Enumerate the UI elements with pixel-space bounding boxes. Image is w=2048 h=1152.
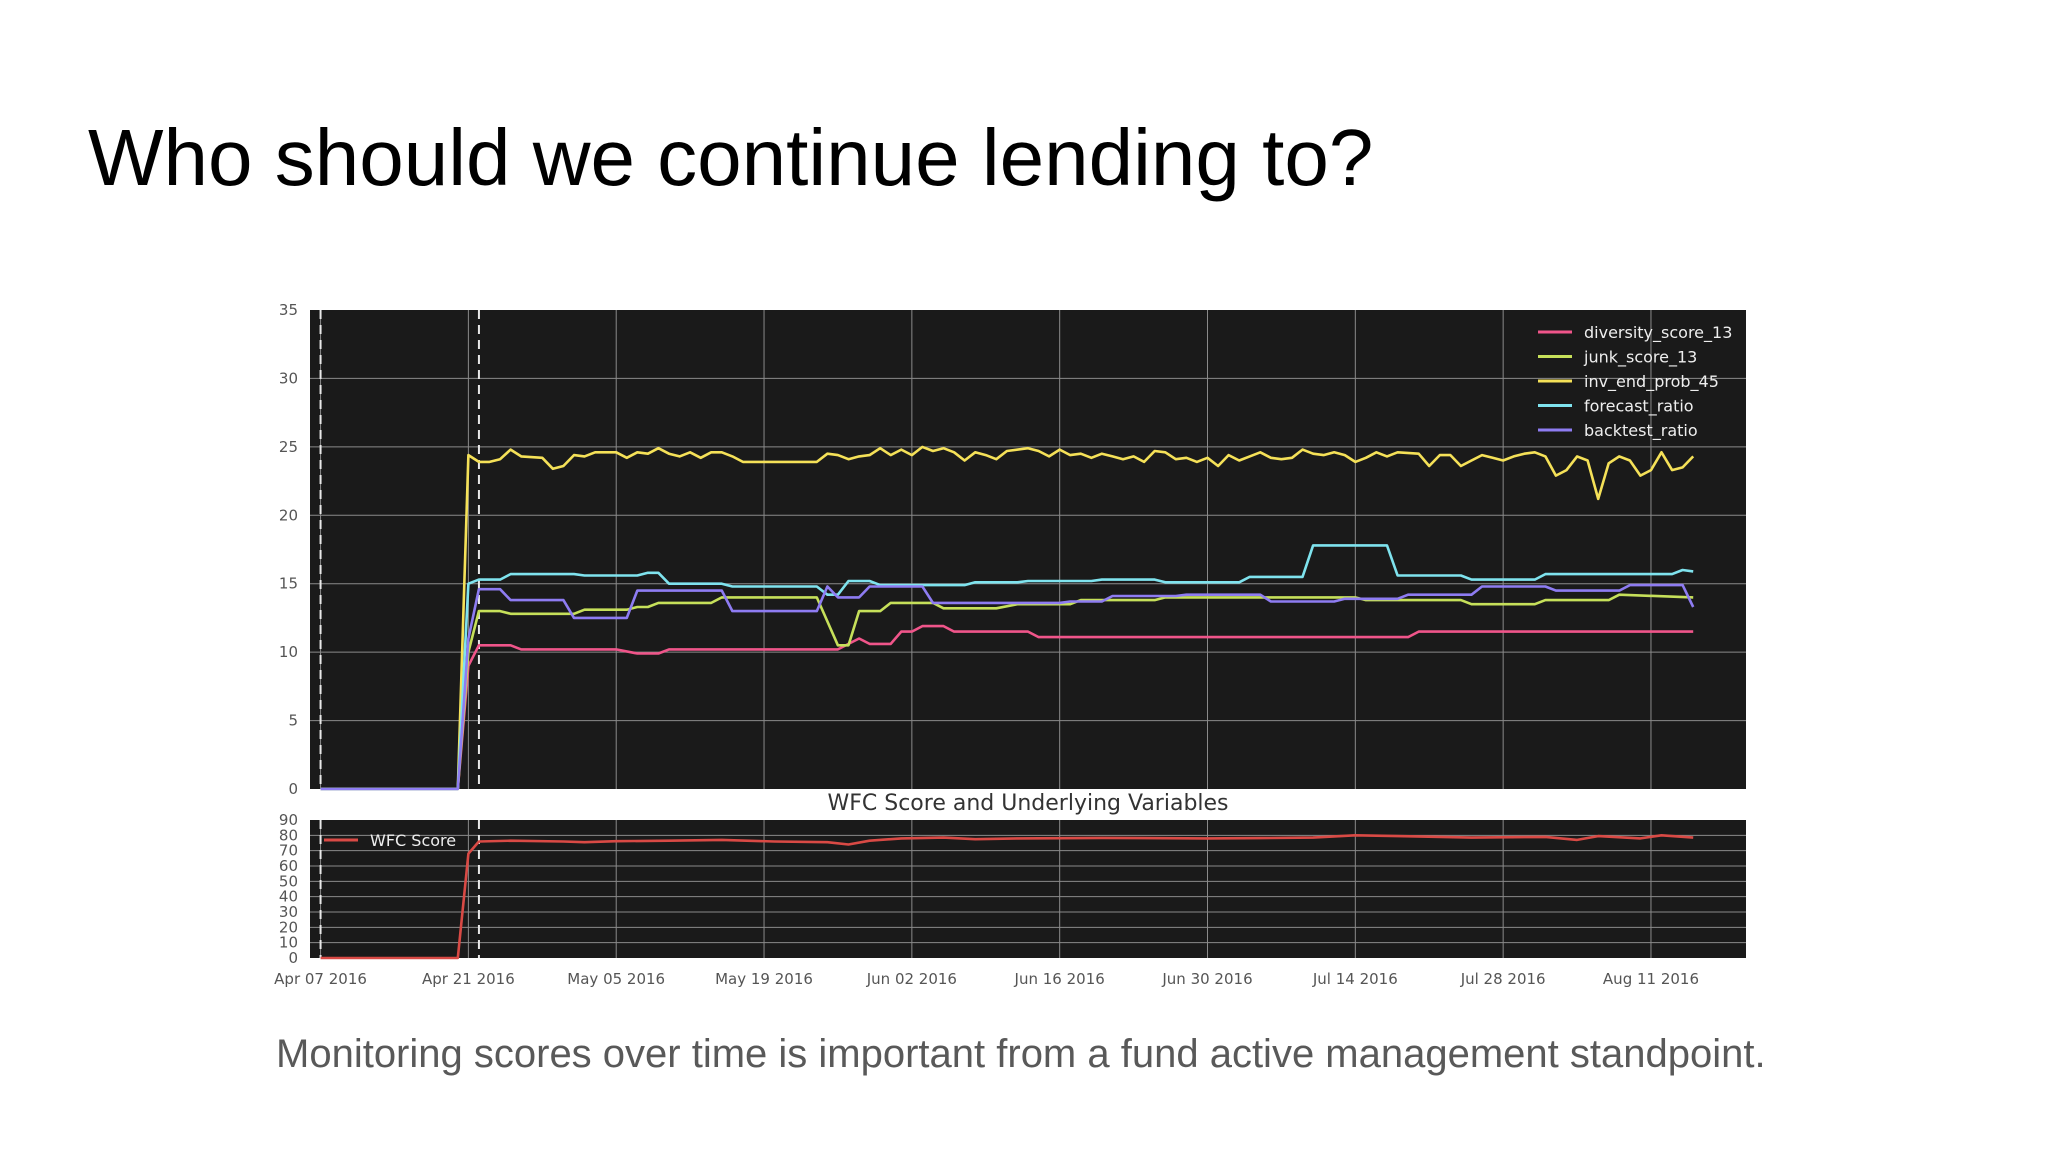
wfc-y-tick-label: 10 — [279, 934, 298, 952]
main-y-tick-label: 25 — [279, 438, 298, 456]
wfc-y-tick-label: 70 — [279, 842, 298, 860]
slide-caption: Monitoring scores over time is important… — [276, 1032, 1766, 1076]
x-tick-label: Jul 28 2016 — [1460, 970, 1546, 988]
main-y-tick-label: 30 — [279, 369, 298, 387]
wfc-y-tick-label: 60 — [279, 857, 298, 875]
series-line-inv-end-prob-45 — [320, 445, 1695, 791]
main-chart: 0 5 10 15 20 25 30 35 diversity_score_13 junk_sco… — [279, 301, 1746, 798]
wfc-plot-area — [310, 820, 1746, 958]
main-y-tick-label: 20 — [279, 506, 298, 524]
main-y-tick-label: 5 — [288, 712, 298, 730]
wfc-y-tick-label: 0 — [288, 949, 298, 967]
x-tick-label: Jun 16 2016 — [1014, 970, 1105, 988]
legend-entry: forecast_ratio — [1584, 397, 1694, 417]
wfc-y-tick-label: 50 — [279, 872, 298, 890]
x-axis-tick-labels: Apr 07 2016 Apr 21 2016 May 05 2016 May 19 … — [274, 970, 1699, 988]
legend-entry: diversity_score_13 — [1584, 323, 1732, 343]
legend-entry: backtest_ratio — [1584, 421, 1698, 441]
slide-title: Who should we continue lending to? — [88, 113, 1374, 202]
legend-entry: junk_score_13 — [1583, 348, 1697, 368]
x-tick-label: Jun 30 2016 — [1161, 970, 1252, 988]
main-y-tick-label: 0 — [288, 780, 298, 798]
main-y-tick-label: 35 — [279, 301, 298, 319]
x-tick-label: May 19 2016 — [715, 970, 813, 988]
legend-entry: inv_end_prob_45 — [1584, 372, 1719, 392]
series-line-diversity-score-13 — [320, 624, 1694, 791]
x-tick-label: Apr 21 2016 — [422, 970, 515, 988]
series-line-forecast-ratio — [320, 544, 1694, 791]
wfc-y-tick-label: 20 — [279, 918, 298, 936]
main-plot-area — [310, 310, 1746, 789]
x-tick-label: May 05 2016 — [567, 970, 665, 988]
series-line-backtest-ratio — [320, 583, 1695, 791]
x-tick-label: Jun 02 2016 — [866, 970, 957, 988]
legend-entry: WFC Score — [370, 831, 456, 850]
series-line-wfc-score — [320, 833, 1694, 960]
chart-title: WFC Score and Underlying Variables — [827, 791, 1228, 816]
wfc-y-tick-label: 40 — [279, 888, 298, 906]
x-tick-label: Jul 14 2016 — [1312, 970, 1398, 988]
series-line-junk-score-13 — [320, 593, 1694, 791]
main-y-tick-label: 10 — [279, 643, 298, 661]
main-y-tick-label: 15 — [279, 575, 298, 593]
wfc-y-tick-label: 30 — [279, 903, 298, 921]
wfc-y-tick-label: 90 — [279, 811, 298, 829]
x-tick-label: Apr 07 2016 — [274, 970, 367, 988]
wfc-y-tick-label: 80 — [279, 826, 298, 844]
x-tick-label: Aug 11 2016 — [1603, 970, 1699, 988]
